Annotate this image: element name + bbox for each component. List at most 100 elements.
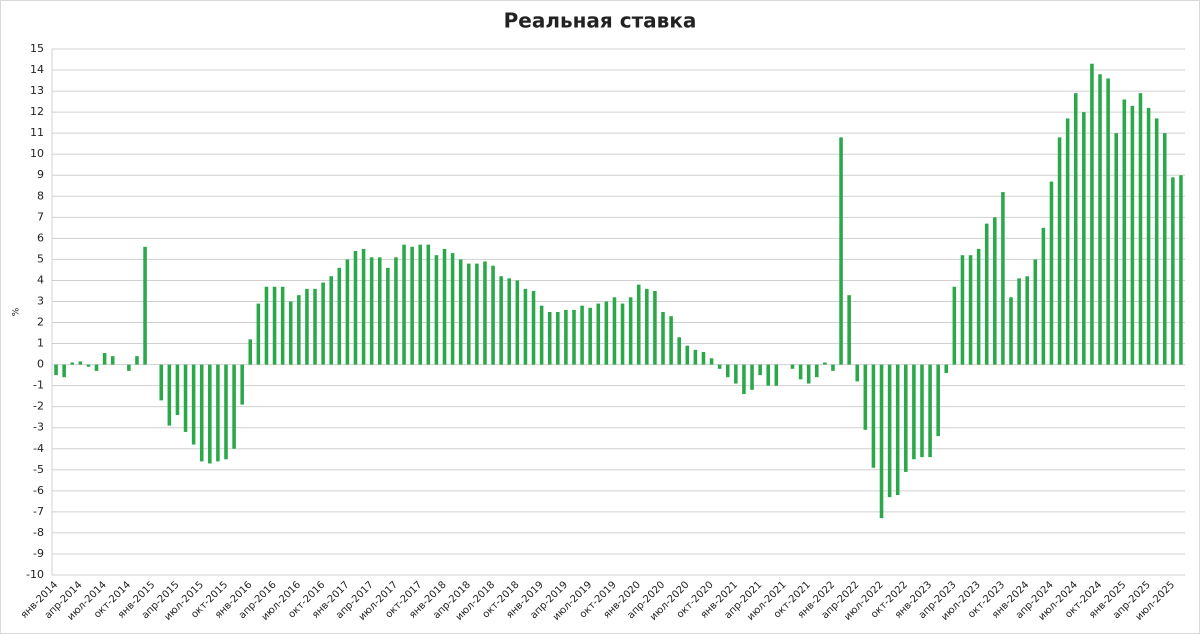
bar	[612, 297, 617, 365]
bar	[102, 353, 107, 365]
bar	[507, 278, 512, 365]
bar	[1098, 74, 1102, 365]
bar	[693, 349, 698, 365]
bar	[887, 364, 892, 498]
y-tick-label: -8	[33, 526, 44, 539]
bar	[86, 364, 91, 367]
bar	[839, 137, 843, 365]
bar	[232, 364, 236, 449]
bar	[814, 364, 819, 378]
bar	[1154, 118, 1159, 365]
y-tick-label: 5	[37, 252, 44, 265]
bar	[709, 358, 714, 365]
bar	[863, 364, 868, 430]
bar	[288, 301, 293, 365]
bar	[993, 217, 997, 365]
bar	[110, 356, 115, 365]
bar	[895, 364, 900, 496]
bar	[127, 364, 131, 371]
bar	[426, 244, 431, 365]
bar	[1033, 259, 1038, 365]
bar	[523, 288, 528, 365]
bar	[491, 265, 495, 365]
y-tick-label: 8	[37, 189, 44, 202]
bar	[297, 295, 301, 365]
bar	[337, 267, 342, 365]
bar	[984, 223, 989, 365]
y-tick-label: -7	[33, 505, 44, 518]
bar	[572, 309, 576, 365]
bar	[806, 364, 811, 384]
bar	[248, 339, 253, 365]
bar	[54, 364, 58, 376]
y-tick-label: -4	[33, 442, 44, 455]
y-tick-label: 7	[37, 210, 44, 223]
bar	[1106, 78, 1110, 365]
y-tick-label: 4	[37, 273, 44, 286]
bar	[264, 286, 269, 365]
bar	[734, 364, 738, 384]
y-tick-label: -6	[33, 484, 44, 497]
chart-title: Реальная ставка	[504, 9, 697, 33]
bar	[450, 253, 455, 365]
bar	[904, 364, 908, 472]
bar	[758, 364, 762, 376]
bar	[386, 267, 390, 365]
y-tick-label: -9	[33, 547, 44, 560]
bar	[556, 312, 560, 365]
bar	[62, 364, 66, 378]
bar	[1114, 133, 1118, 365]
y-tick-label: 11	[30, 126, 44, 139]
bar	[475, 263, 479, 365]
bar	[183, 364, 188, 432]
bar	[143, 246, 147, 365]
bar	[313, 288, 317, 365]
bar	[677, 337, 681, 365]
bar	[531, 290, 536, 365]
bar	[968, 255, 973, 365]
bar	[159, 364, 164, 401]
y-tick-label: 10	[30, 147, 44, 160]
y-tick-label: -2	[33, 400, 44, 413]
y-tick-label: 13	[30, 84, 44, 97]
bar	[458, 259, 463, 365]
bar	[321, 282, 325, 365]
bar	[636, 284, 641, 365]
bar	[920, 364, 924, 458]
bar	[1082, 112, 1086, 365]
bar	[1146, 107, 1151, 365]
bar	[596, 303, 601, 365]
bar	[976, 248, 981, 365]
bar	[1073, 93, 1078, 365]
bar	[742, 364, 746, 395]
bar	[272, 286, 277, 365]
bar	[580, 305, 584, 365]
bar	[1138, 93, 1143, 365]
bar	[224, 364, 228, 460]
bar	[960, 255, 965, 365]
bar	[936, 364, 940, 437]
bar	[620, 303, 625, 365]
bar	[305, 288, 309, 365]
bar	[1017, 278, 1021, 365]
bar	[369, 257, 374, 365]
bar	[345, 259, 350, 365]
bar	[256, 303, 261, 365]
bar	[1090, 63, 1094, 365]
bar	[928, 364, 932, 458]
bar	[604, 301, 609, 365]
bar	[774, 364, 779, 386]
bar	[1130, 105, 1135, 365]
bar	[661, 312, 665, 365]
bar	[467, 263, 471, 365]
bar	[280, 286, 285, 365]
bar	[361, 248, 366, 365]
bar	[952, 286, 957, 365]
bar	[499, 276, 503, 365]
bar	[725, 364, 730, 378]
bar	[831, 364, 835, 371]
bar	[353, 250, 358, 365]
bar	[1025, 276, 1029, 365]
bar	[1057, 137, 1062, 365]
